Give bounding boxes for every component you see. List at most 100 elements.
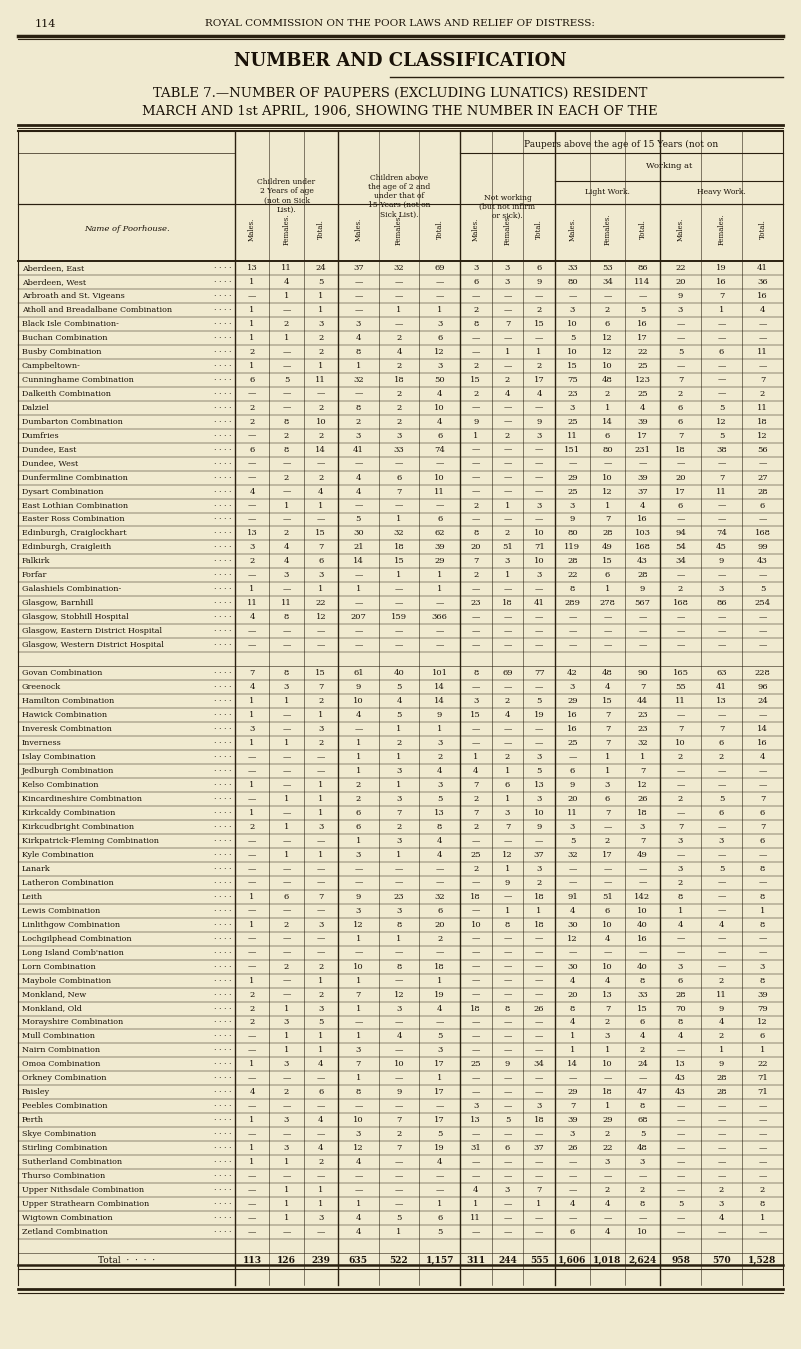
Text: 11: 11 bbox=[757, 348, 768, 356]
Text: 11: 11 bbox=[316, 376, 326, 383]
Text: 17: 17 bbox=[434, 1089, 445, 1097]
Text: 6: 6 bbox=[437, 1214, 442, 1222]
Text: 7: 7 bbox=[605, 739, 610, 747]
Text: 2: 2 bbox=[396, 418, 401, 426]
Text: —: — bbox=[603, 1172, 612, 1180]
Text: —: — bbox=[535, 515, 543, 523]
Text: Inveresk Combination: Inveresk Combination bbox=[22, 724, 112, 733]
Text: 2: 2 bbox=[396, 390, 401, 398]
Text: 2: 2 bbox=[605, 306, 610, 314]
Text: · · · ·: · · · · bbox=[214, 851, 231, 859]
Text: 25: 25 bbox=[637, 362, 648, 370]
Text: 11: 11 bbox=[675, 697, 686, 706]
Text: 7: 7 bbox=[760, 823, 765, 831]
Text: —: — bbox=[472, 641, 480, 649]
Text: 1: 1 bbox=[396, 851, 401, 859]
Text: 1: 1 bbox=[473, 1201, 478, 1209]
Text: · · · ·: · · · · bbox=[214, 1074, 231, 1082]
Text: 3: 3 bbox=[605, 781, 610, 789]
Text: —: — bbox=[316, 935, 325, 943]
Text: 16: 16 bbox=[567, 724, 578, 733]
Text: —: — bbox=[535, 291, 543, 299]
Text: —: — bbox=[718, 320, 726, 328]
Text: 1: 1 bbox=[318, 781, 324, 789]
Text: —: — bbox=[535, 935, 543, 943]
Text: 10: 10 bbox=[533, 529, 545, 537]
Text: —: — bbox=[316, 627, 325, 635]
Text: —: — bbox=[535, 1130, 543, 1139]
Text: Females.: Females. bbox=[718, 213, 726, 244]
Text: 1: 1 bbox=[249, 1159, 255, 1166]
Text: 9: 9 bbox=[718, 1005, 724, 1013]
Text: 10: 10 bbox=[602, 362, 613, 370]
Text: 2: 2 bbox=[250, 557, 255, 565]
Text: —: — bbox=[354, 865, 363, 873]
Text: 75: 75 bbox=[567, 376, 578, 383]
Text: —: — bbox=[503, 1130, 512, 1139]
Text: 3: 3 bbox=[678, 836, 683, 844]
Text: Glasgow, Barnhill: Glasgow, Barnhill bbox=[22, 599, 93, 607]
Text: · · · ·: · · · · bbox=[214, 935, 231, 943]
Text: · · · ·: · · · · bbox=[214, 403, 231, 411]
Text: 37: 37 bbox=[637, 487, 648, 495]
Text: 7: 7 bbox=[473, 557, 478, 565]
Text: 19: 19 bbox=[434, 990, 445, 998]
Text: 48: 48 bbox=[602, 669, 613, 677]
Text: 1: 1 bbox=[284, 1214, 289, 1222]
Text: Edinburgh, Craigleith: Edinburgh, Craigleith bbox=[22, 544, 111, 552]
Text: —: — bbox=[676, 711, 685, 719]
Text: 1: 1 bbox=[284, 851, 289, 859]
Text: Glasgow, Western District Hospital: Glasgow, Western District Hospital bbox=[22, 641, 164, 649]
Text: · · · ·: · · · · bbox=[214, 1032, 231, 1040]
Text: · · · ·: · · · · bbox=[214, 1159, 231, 1166]
Text: —: — bbox=[472, 614, 480, 622]
Text: 69: 69 bbox=[502, 669, 513, 677]
Text: —: — bbox=[718, 572, 726, 579]
Text: 1: 1 bbox=[249, 278, 255, 286]
Text: 2: 2 bbox=[760, 390, 765, 398]
Text: 1: 1 bbox=[249, 920, 255, 928]
Text: 2: 2 bbox=[396, 362, 401, 370]
Text: · · · ·: · · · · bbox=[214, 739, 231, 747]
Text: —: — bbox=[535, 1214, 543, 1222]
Text: 1: 1 bbox=[249, 809, 255, 817]
Text: Dundee, East: Dundee, East bbox=[22, 445, 76, 453]
Text: 3: 3 bbox=[678, 306, 683, 314]
Text: 4: 4 bbox=[570, 907, 575, 915]
Text: 126: 126 bbox=[277, 1256, 296, 1264]
Text: —: — bbox=[535, 724, 543, 733]
Text: —: — bbox=[248, 1130, 256, 1139]
Text: 13: 13 bbox=[470, 1116, 481, 1124]
Text: —: — bbox=[395, 865, 403, 873]
Text: 4: 4 bbox=[437, 768, 442, 774]
Text: 6: 6 bbox=[640, 1018, 645, 1027]
Text: 1: 1 bbox=[356, 362, 361, 370]
Text: 366: 366 bbox=[432, 614, 448, 622]
Text: Dysart Combination: Dysart Combination bbox=[22, 487, 103, 495]
Text: · · · ·: · · · · bbox=[214, 907, 231, 915]
Text: 71: 71 bbox=[533, 544, 545, 552]
Text: 2: 2 bbox=[473, 390, 478, 398]
Text: —: — bbox=[354, 878, 363, 886]
Text: 9: 9 bbox=[537, 823, 541, 831]
Text: 3: 3 bbox=[640, 1159, 645, 1166]
Text: 10: 10 bbox=[434, 403, 445, 411]
Text: —: — bbox=[676, 515, 685, 523]
Text: 1: 1 bbox=[356, 753, 361, 761]
Text: —: — bbox=[603, 865, 612, 873]
Text: —: — bbox=[535, 627, 543, 635]
Text: · · · ·: · · · · bbox=[214, 963, 231, 970]
Text: —: — bbox=[436, 627, 444, 635]
Text: 77: 77 bbox=[533, 669, 545, 677]
Text: 71: 71 bbox=[757, 1089, 768, 1097]
Text: · · · ·: · · · · bbox=[214, 333, 231, 341]
Text: 7: 7 bbox=[605, 1005, 610, 1013]
Text: —: — bbox=[248, 1032, 256, 1040]
Text: 2: 2 bbox=[396, 823, 401, 831]
Text: 61: 61 bbox=[353, 669, 364, 677]
Text: 12: 12 bbox=[353, 1144, 364, 1152]
Text: —: — bbox=[759, 935, 767, 943]
Text: —: — bbox=[248, 1102, 256, 1110]
Text: 4: 4 bbox=[249, 683, 255, 691]
Text: 103: 103 bbox=[634, 529, 650, 537]
